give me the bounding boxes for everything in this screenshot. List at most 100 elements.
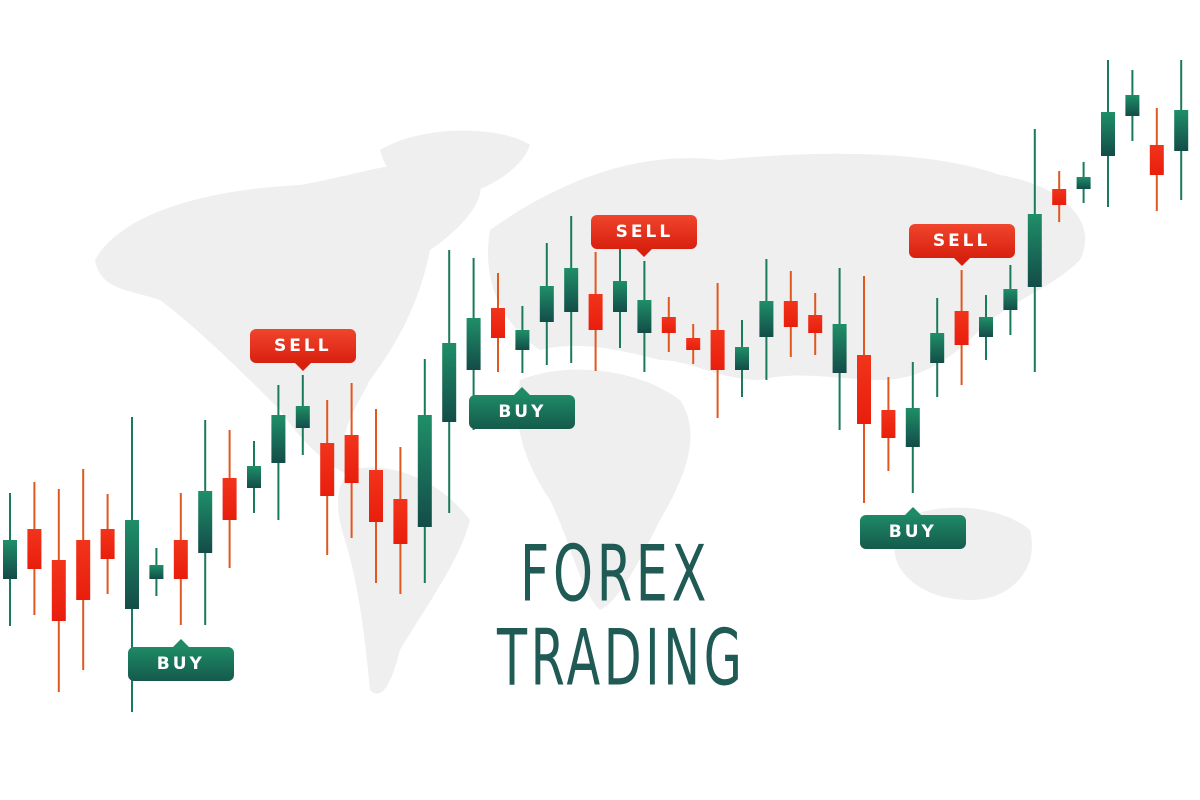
candle-body (100, 529, 115, 559)
candle-down (76, 469, 91, 670)
candle-down (857, 276, 871, 503)
candle-body (51, 560, 66, 621)
title-trading: TRADING (497, 613, 746, 704)
candle-body (491, 308, 505, 338)
candle-up (1101, 60, 1115, 207)
candle-body (247, 466, 261, 488)
candle-down (588, 252, 603, 371)
candle-up (1174, 60, 1189, 200)
candle-body (759, 301, 774, 337)
candle-body (222, 478, 237, 520)
candle-body (954, 311, 969, 345)
candle-body (417, 415, 432, 527)
candle-up (149, 548, 164, 596)
candle-down (222, 430, 237, 568)
candle-body (710, 330, 725, 370)
candle-body (369, 470, 383, 522)
candle-body (1076, 177, 1091, 189)
candle-body (125, 520, 139, 609)
candle-down (369, 409, 383, 583)
candle-body (1052, 189, 1067, 205)
candle-body (881, 410, 896, 438)
candle-up (271, 385, 286, 520)
candle-body (198, 491, 213, 553)
candle-body (1174, 110, 1189, 151)
candle-up (1076, 162, 1091, 203)
candle-up (905, 362, 920, 493)
candle-up (1125, 70, 1140, 141)
candle-up (417, 359, 432, 583)
candle-down (344, 383, 359, 538)
candle-down (783, 271, 798, 357)
candle-body (149, 565, 164, 579)
candle-body (979, 317, 993, 337)
candle-up (247, 441, 261, 513)
candle-down (393, 447, 408, 594)
candle-body (173, 540, 188, 579)
sell-signal-tag: SELL (249, 329, 356, 371)
candle-body (905, 408, 920, 447)
candle-body (515, 330, 530, 350)
candle-body (1149, 145, 1164, 175)
candle-up (1027, 129, 1042, 372)
candle-body (686, 338, 701, 350)
candle-body (344, 435, 359, 483)
candle-down (491, 273, 505, 372)
candle-down (51, 489, 66, 692)
candle-down (808, 293, 823, 355)
candle-body (661, 317, 676, 333)
candle-body (442, 343, 457, 422)
candle-body (783, 301, 798, 327)
candle-up (539, 243, 554, 365)
candle-up (735, 320, 749, 397)
candle-down (686, 324, 701, 364)
buy-signal-tag: BUY (859, 507, 966, 549)
candle-down (1052, 171, 1067, 222)
candle-body (466, 318, 481, 370)
north-america-shape (95, 162, 481, 480)
candle-down (1149, 108, 1164, 211)
candle-down (710, 283, 725, 418)
sell-signal-tag: SELL (591, 215, 698, 257)
candle-body (295, 406, 310, 428)
candle-down (320, 400, 335, 555)
candle-body (832, 324, 847, 373)
candle-up (564, 216, 579, 363)
candle-body (588, 294, 603, 330)
candle-body (564, 268, 579, 312)
candle-body (637, 300, 652, 333)
candle-body (808, 315, 823, 333)
candle-up (637, 261, 652, 372)
candle-body (735, 347, 749, 370)
candle-body (539, 286, 554, 322)
eurasia-shape (488, 153, 1086, 380)
candle-up (3, 493, 17, 626)
candle-down (173, 493, 188, 625)
candle-up (1003, 265, 1018, 335)
candle-body (3, 540, 17, 579)
candle-body (393, 499, 408, 544)
candle-up (198, 420, 213, 625)
candle-body (320, 443, 335, 496)
candle-body (857, 355, 871, 424)
candle-down (100, 494, 115, 594)
candle-up (295, 375, 310, 455)
candle-body (930, 333, 945, 363)
south-america-shape (338, 467, 470, 694)
candle-up (613, 245, 627, 348)
candle-body (613, 281, 627, 312)
candle-down (661, 297, 676, 352)
candle-up (442, 250, 457, 513)
buy-signal-tag: BUY (469, 387, 576, 429)
candle-body (1125, 95, 1140, 116)
candle-body (1101, 112, 1115, 156)
candle-up (832, 268, 847, 430)
candle-down (881, 377, 896, 471)
candle-up (515, 306, 530, 373)
candle-body (1027, 214, 1042, 287)
candle-up (759, 259, 774, 380)
candle-body (27, 529, 42, 569)
